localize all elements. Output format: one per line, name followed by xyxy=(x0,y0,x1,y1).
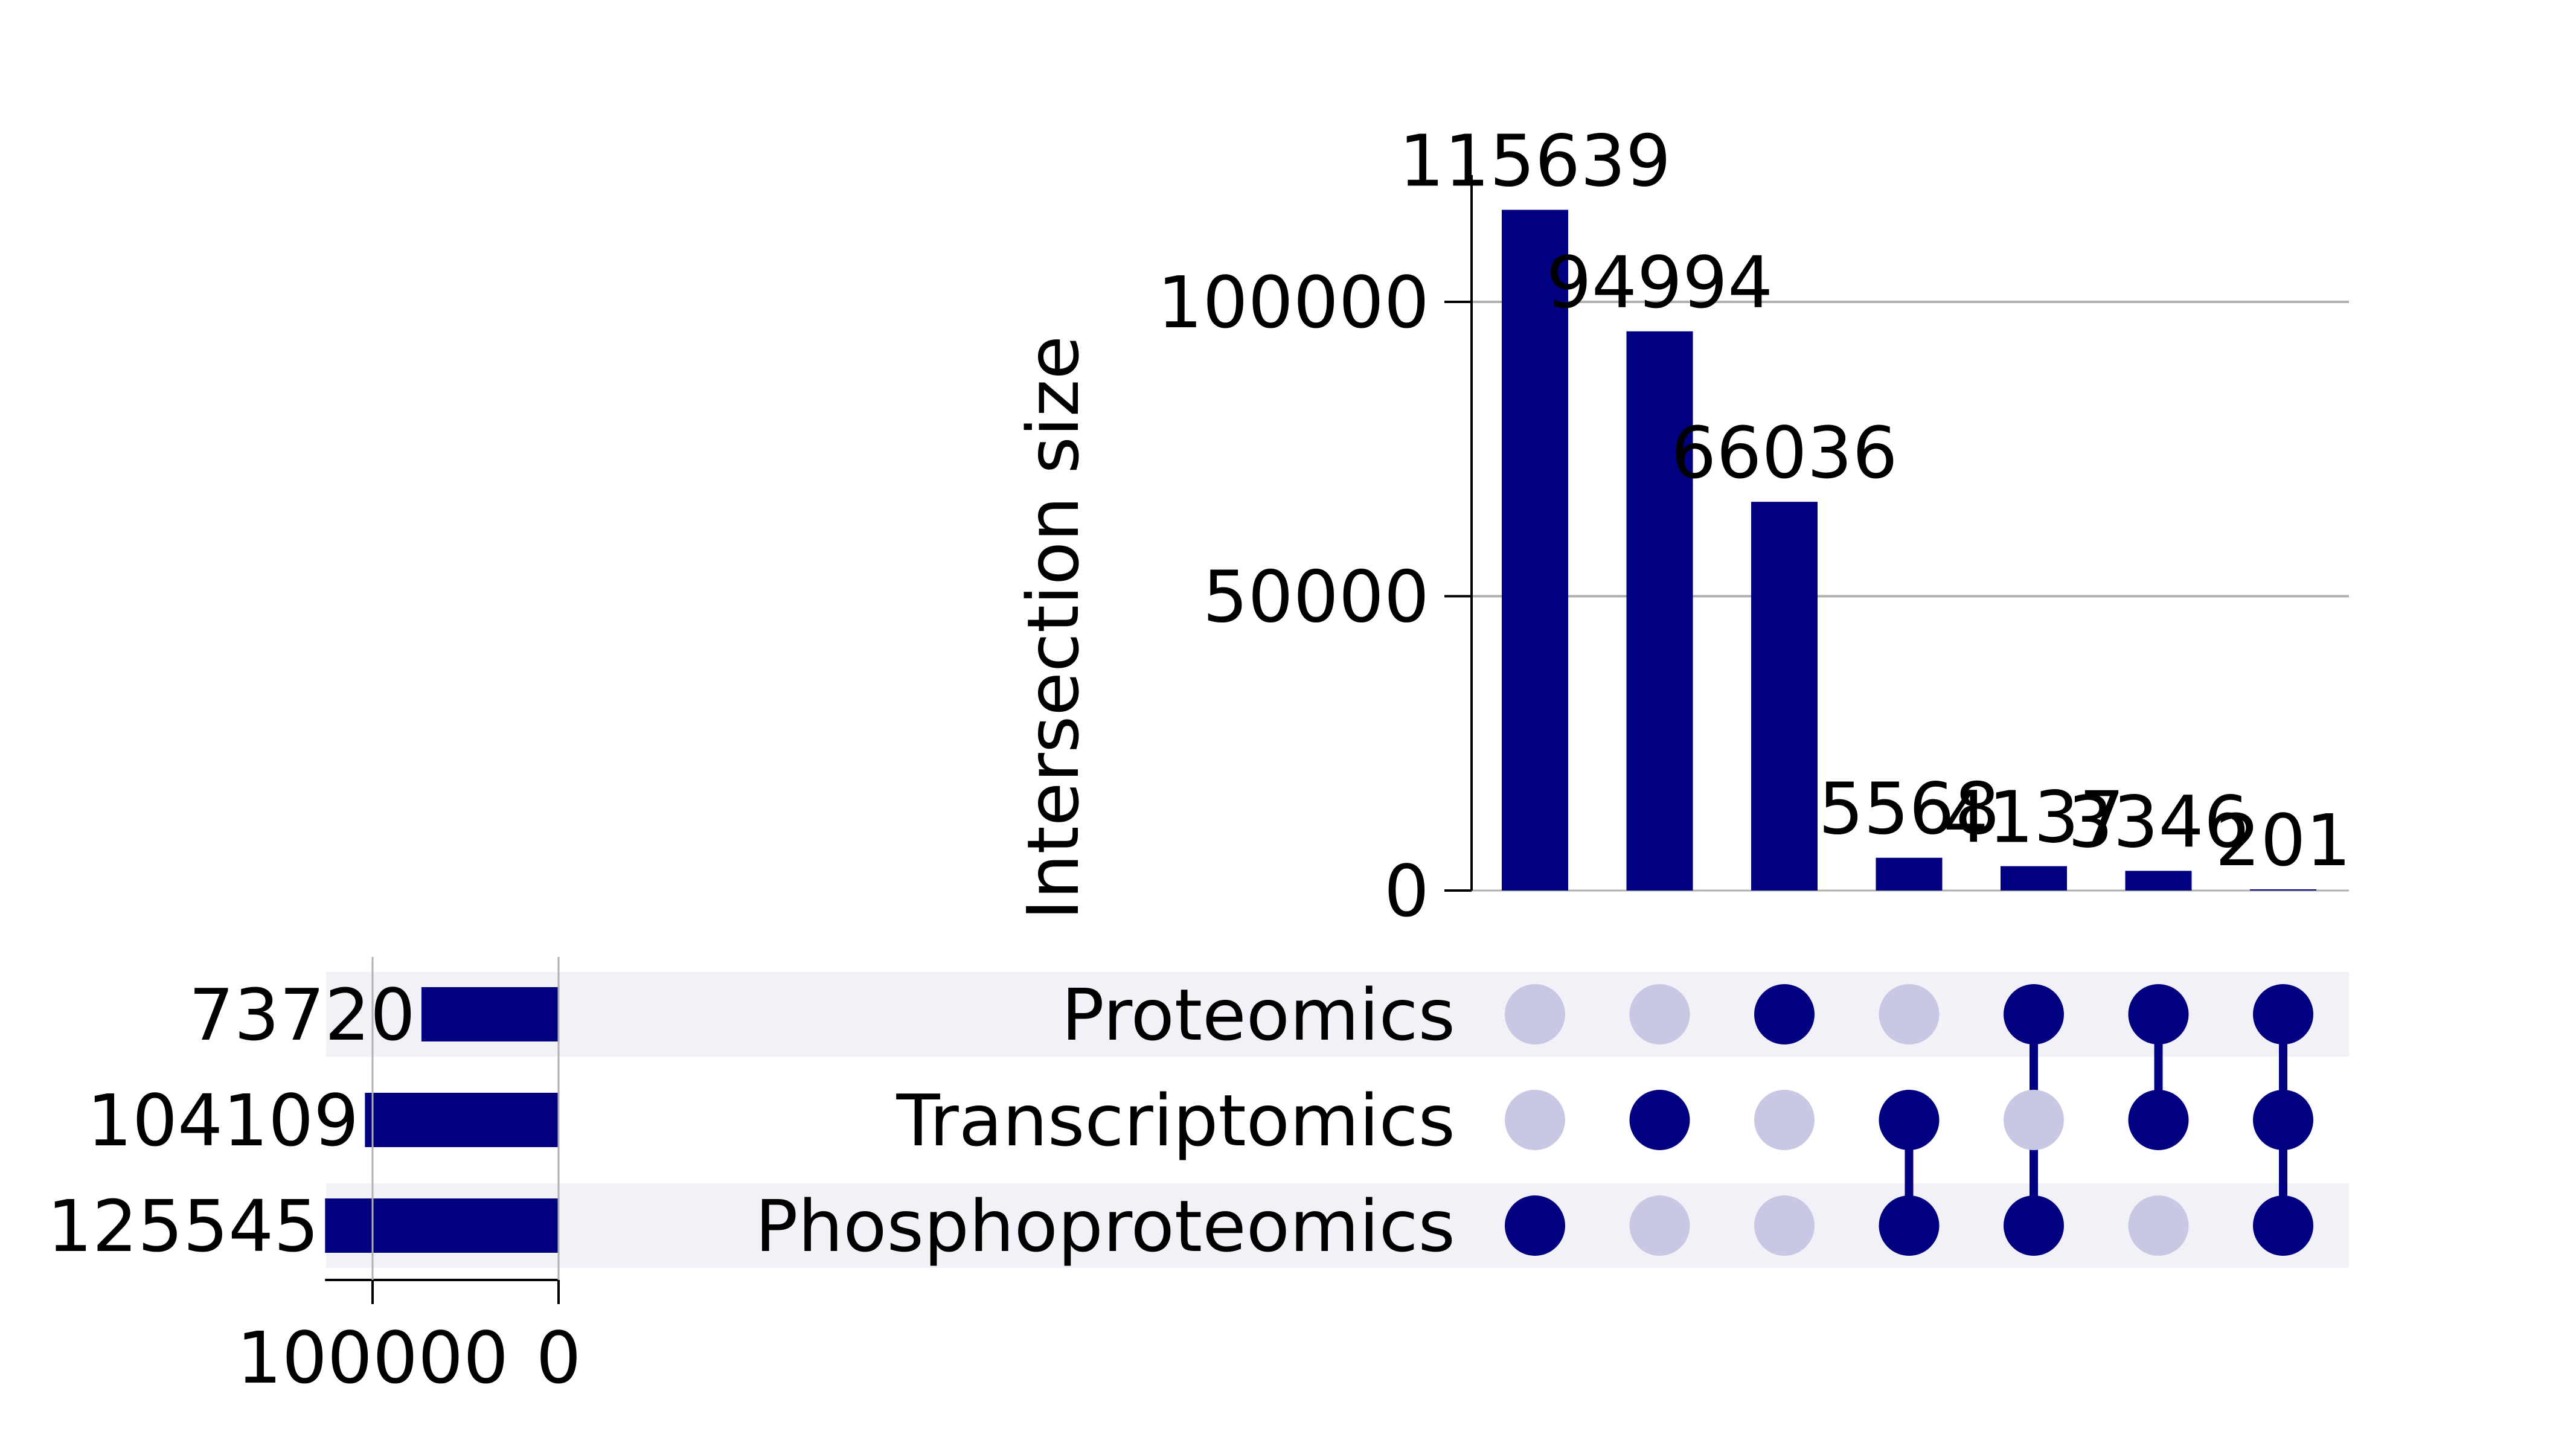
matrix-dot-1-phosphoproteomics xyxy=(1629,1195,1690,1256)
set-size-tick-label-100000: 100000 xyxy=(237,1316,508,1399)
matrix-dot-2-transcriptomics xyxy=(1754,1090,1815,1150)
intersection-bar-label-0: 115639 xyxy=(1399,120,1671,203)
set-size-label-phosphoproteomics: 125545 xyxy=(47,1185,319,1268)
matrix-dot-0-transcriptomics xyxy=(1505,1090,1565,1150)
intersection-bar-label-4: 4137 xyxy=(1943,776,2124,859)
set-size-bars: 73720 104109 125545 xyxy=(47,973,559,1268)
matrix-dot-4-transcriptomics xyxy=(2004,1090,2064,1150)
set-size-bar-proteomics xyxy=(421,987,559,1041)
matrix-dot-3-transcriptomics xyxy=(1879,1090,1940,1150)
intersection-bar-6 xyxy=(2250,889,2316,891)
y-tick-label-100000: 100000 xyxy=(1158,261,1429,344)
intersection-bar-label-1: 94994 xyxy=(1546,241,1773,324)
set-size-tick-label-0: 0 xyxy=(536,1316,581,1399)
intersection-bar-3 xyxy=(1876,857,1943,891)
intersection-bars xyxy=(1502,210,2316,891)
matrix-dot-2-phosphoproteomics xyxy=(1754,1195,1815,1256)
y-axis-label: Intersection size xyxy=(1011,336,1095,920)
intersection-bar-4 xyxy=(2001,866,2067,891)
matrix-dot-0-proteomics xyxy=(1505,984,1565,1044)
matrix-dot-5-transcriptomics xyxy=(2128,1090,2189,1150)
y-tick-label-50000: 50000 xyxy=(1203,555,1429,639)
matrix-dot-3-proteomics xyxy=(1879,984,1940,1044)
set-size-label-proteomics: 73720 xyxy=(189,973,415,1057)
intersection-bar-1 xyxy=(1626,331,1693,891)
matrix-dot-6-proteomics xyxy=(2253,984,2313,1044)
intersection-bar-2 xyxy=(1751,502,1818,891)
matrix-dot-2-proteomics xyxy=(1754,984,1815,1044)
matrix-dot-5-phosphoproteomics xyxy=(2128,1195,2189,1256)
matrix-dot-0-phosphoproteomics xyxy=(1505,1195,1565,1256)
y-tick-label-0: 0 xyxy=(1384,849,1429,933)
intersection-bar-0 xyxy=(1502,210,1568,891)
set-label-phosphoproteomics: Phosphoproteomics xyxy=(755,1185,1455,1268)
intersection-bar-label-3: 5568 xyxy=(1818,767,1999,851)
y-axis: 0 50000 100000 xyxy=(1158,175,1473,933)
matrix-dot-1-proteomics xyxy=(1629,984,1690,1044)
matrix-dot-4-phosphoproteomics xyxy=(2004,1195,2064,1256)
set-size-bar-transcriptomics xyxy=(365,1093,559,1147)
intersection-bar-label-6: 201 xyxy=(2215,799,2351,882)
set-name-labels: Proteomics Transcriptomics Phosphoproteomi… xyxy=(755,973,1455,1268)
matrix-dot-4-proteomics xyxy=(2004,984,2064,1044)
intersection-bar-label-2: 66036 xyxy=(1671,411,1897,494)
matrix-dot-1-transcriptomics xyxy=(1629,1090,1690,1150)
matrix-dot-3-phosphoproteomics xyxy=(1879,1195,1940,1256)
set-label-transcriptomics: Transcriptomics xyxy=(896,1079,1455,1162)
intersection-bar-label-5: 3346 xyxy=(2068,780,2249,863)
set-size-label-transcriptomics: 104109 xyxy=(87,1079,359,1162)
set-size-bar-phosphoproteomics xyxy=(325,1198,559,1253)
matrix-dot-6-phosphoproteomics xyxy=(2253,1195,2313,1256)
intersection-matrix xyxy=(1505,984,2313,1256)
matrix-dot-6-transcriptomics xyxy=(2253,1090,2313,1150)
set-size-axis: 100000 0 xyxy=(237,957,582,1399)
intersection-bar-5 xyxy=(2125,871,2192,891)
matrix-dot-5-proteomics xyxy=(2128,984,2189,1044)
set-label-proteomics: Proteomics xyxy=(1062,973,1455,1057)
